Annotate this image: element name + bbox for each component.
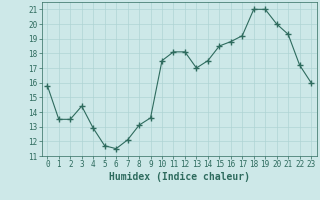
X-axis label: Humidex (Indice chaleur): Humidex (Indice chaleur) xyxy=(109,172,250,182)
